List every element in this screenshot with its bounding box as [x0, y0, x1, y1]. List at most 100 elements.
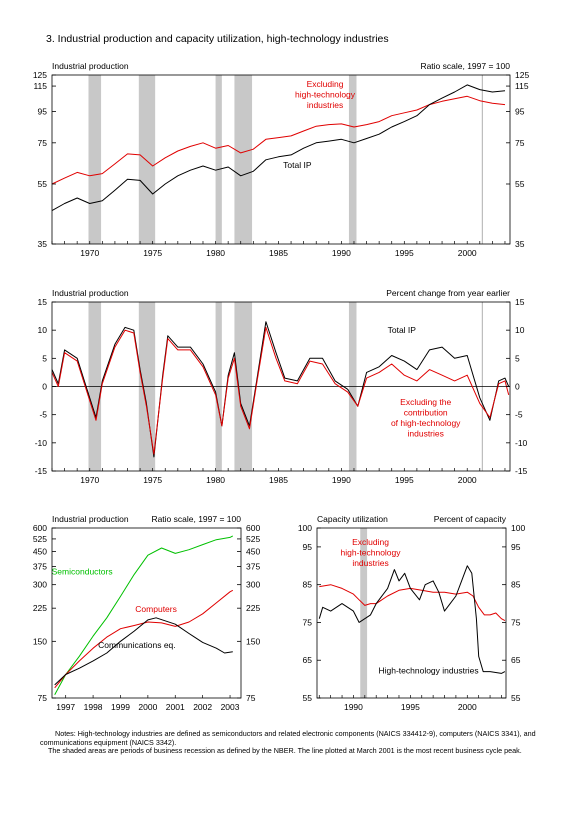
series-label-computers: Computers: [135, 604, 177, 614]
y-tick-label-right: 450: [246, 547, 260, 557]
panel-scale-note: Ratio scale, 1997 = 100: [151, 514, 241, 524]
y-tick-label-right: 55: [515, 179, 525, 189]
series-label-line: Excluding: [352, 537, 389, 547]
series-label-total-ip: Total IP: [283, 160, 312, 170]
y-tick-label-right: 600: [246, 523, 260, 533]
y-tick-label-right: 95: [511, 542, 521, 552]
x-tick-label: 1980: [206, 248, 225, 258]
x-tick-label: 1975: [143, 248, 162, 258]
bottom-right-panel: Excluding high-technology industries High-t…: [298, 514, 526, 712]
series-label-line: industries: [352, 558, 388, 568]
series-label-excluding-the-contribution-of-high-technology-industries: Excluding the contribution of high-technol…: [391, 397, 461, 439]
y-tick-label-right: 65: [511, 655, 521, 665]
y-tick-label-left: 55: [303, 693, 313, 703]
series-line-excluding-high-technology-industries: [319, 584, 506, 622]
series-label-line: Semiconductors: [52, 566, 113, 576]
x-tick-label: 1985: [269, 248, 288, 258]
y-tick-label-right: -10: [515, 438, 528, 448]
x-tick-label: 1995: [401, 702, 420, 712]
y-tick-label-left: 115: [33, 81, 47, 91]
recession-band-3: [215, 75, 222, 244]
y-tick-label-left: 65: [303, 655, 313, 665]
x-tick-label: 2002: [193, 702, 212, 712]
middle-panel: Total IP Excluding the contribution of high…: [35, 288, 528, 485]
series-label-semiconductors: Semiconductors: [52, 566, 113, 576]
y-tick-label-left: 525: [33, 534, 47, 544]
x-tick-label: 1970: [80, 248, 99, 258]
y-tick-label-right: 115: [515, 81, 529, 91]
series-label-line: Communications eq.: [98, 640, 175, 650]
y-tick-label-left: 75: [38, 138, 48, 148]
y-tick-label-left: 75: [38, 693, 48, 703]
y-tick-label-right: 5: [515, 353, 520, 363]
panel-scale-note: Percent change from year earlier: [386, 288, 510, 298]
series-label-line: Total IP: [388, 325, 417, 335]
series-label-line: High-technology industries: [378, 665, 478, 675]
y-tick-label-left: 15: [38, 297, 48, 307]
series-label-line: Excluding: [307, 79, 344, 89]
y-tick-label-right: -5: [515, 410, 523, 420]
notes-line-1: Notes: High-technology industries are de…: [40, 729, 536, 747]
recession-band-2: [138, 75, 156, 244]
series-label-line: high-technology: [295, 90, 356, 100]
series-line-high-technology-industries: [318, 565, 506, 674]
panel-scale-note: Percent of capacity: [434, 514, 507, 524]
y-tick-label-left: 0: [42, 382, 47, 392]
y-tick-label-right: 85: [511, 580, 521, 590]
y-tick-label-left: 85: [303, 580, 313, 590]
y-tick-label-right: 10: [515, 325, 525, 335]
x-tick-label: 1997: [56, 702, 75, 712]
x-tick-label: 1998: [84, 702, 103, 712]
y-tick-label-right: 55: [511, 693, 521, 703]
recession-band-4: [234, 75, 253, 244]
y-tick-label-right: 75: [515, 138, 525, 148]
y-tick-label-right: 125: [515, 70, 529, 80]
x-tick-label: 1980: [206, 475, 225, 485]
y-tick-label-right: 15: [515, 297, 525, 307]
y-tick-label-right: 150: [246, 636, 260, 646]
recession-band-5: [348, 75, 357, 244]
series-label-line: of high-technology: [391, 418, 461, 428]
x-tick-label: 1985: [269, 475, 288, 485]
x-tick-label: 1999: [111, 702, 130, 712]
series-line-excluding-high-technology-industries: [51, 95, 506, 185]
y-tick-label-left: 10: [38, 325, 48, 335]
y-tick-label-left: 5: [42, 353, 47, 363]
y-tick-label-left: 95: [38, 106, 48, 116]
y-tick-label-left: 225: [33, 603, 47, 613]
panel-title: Industrial production: [52, 61, 129, 71]
x-tick-label: 1990: [332, 475, 351, 485]
x-tick-label: 1975: [143, 475, 162, 485]
y-tick-label-right: 75: [246, 693, 256, 703]
plot-frame: [51, 527, 242, 699]
plot-frame: [51, 74, 511, 245]
y-tick-label-right: 0: [515, 382, 520, 392]
series-line-excluding-the-contribution-of-high-technology-industries: [51, 326, 510, 455]
panel-title: Capacity utilization: [317, 514, 388, 524]
series-label-line: Computers: [135, 604, 177, 614]
series-label-line: Excluding the: [400, 397, 451, 407]
series-line-semiconductors: [54, 535, 234, 696]
figure-title: 3. Industrial production and capacity ut…: [46, 33, 389, 45]
y-tick-label-right: 375: [246, 561, 260, 571]
y-tick-label-left: 35: [38, 239, 48, 249]
series-label-high-technology-industries: High-technology industries: [378, 665, 478, 675]
series-label-line: industries: [307, 100, 343, 110]
x-tick-label: 2001: [166, 702, 185, 712]
x-tick-label: 1990: [344, 702, 363, 712]
notes: Notes: High-technology industries are de…: [40, 729, 545, 756]
x-tick-label: 2000: [458, 475, 477, 485]
y-tick-label-left: 75: [303, 617, 313, 627]
y-tick-label-left: 95: [303, 542, 313, 552]
x-tick-label: 1990: [332, 248, 351, 258]
series-line-computers: [54, 589, 234, 689]
bottom-left-panel: Semiconductors Computers Communications eq…: [33, 514, 261, 712]
panel-scale-note: Ratio scale, 1997 = 100: [420, 61, 510, 71]
series-label-line: high-technology: [341, 548, 402, 558]
x-tick-label: 1970: [80, 475, 99, 485]
panel-title: Industrial production: [52, 288, 129, 298]
y-tick-label-left: 55: [38, 179, 48, 189]
series-label-line: contribution: [404, 408, 448, 418]
series-label-excluding-high-technology-industries: Excluding high-technology industries: [341, 537, 402, 568]
